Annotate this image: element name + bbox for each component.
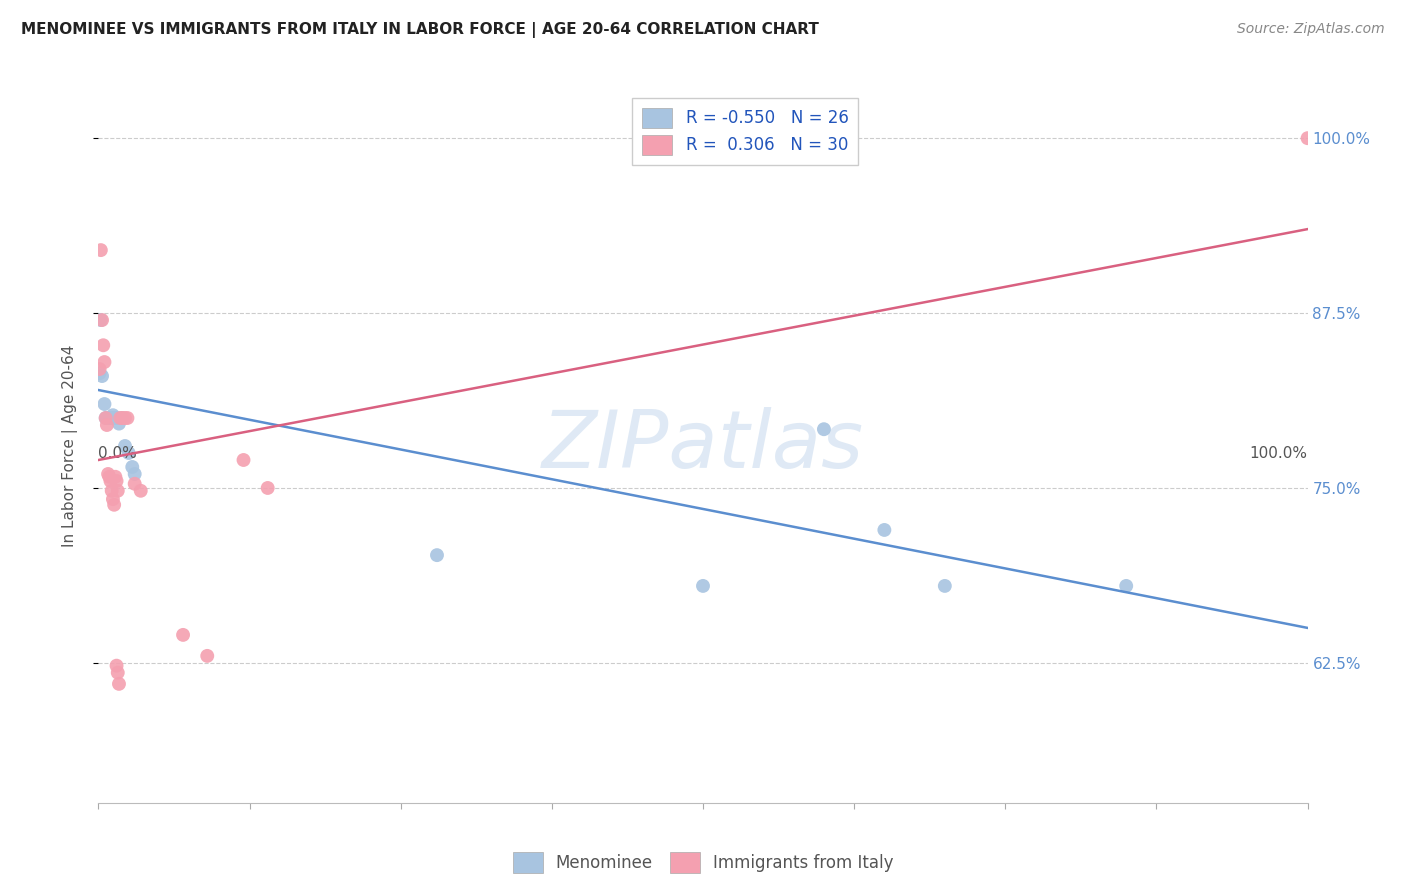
Point xyxy=(100,411,122,425)
Point xyxy=(129,483,152,498)
Point xyxy=(105,658,128,673)
Point xyxy=(873,523,896,537)
Point xyxy=(97,467,120,481)
Point xyxy=(104,470,127,484)
Point xyxy=(100,483,122,498)
Point xyxy=(934,579,956,593)
Point xyxy=(93,355,115,369)
Point xyxy=(108,411,131,425)
Point xyxy=(103,411,125,425)
Point xyxy=(105,411,128,425)
Text: 100.0%: 100.0% xyxy=(1250,446,1308,461)
Point xyxy=(117,411,139,425)
Point xyxy=(91,313,114,327)
Point xyxy=(114,411,136,425)
Point xyxy=(105,474,128,488)
Point xyxy=(96,417,118,432)
Y-axis label: In Labor Force | Age 20-64: In Labor Force | Age 20-64 xyxy=(62,345,77,547)
Point xyxy=(426,548,449,562)
Point xyxy=(232,453,254,467)
Point xyxy=(108,677,131,691)
Point xyxy=(1115,579,1137,593)
Point xyxy=(103,498,125,512)
Point xyxy=(100,411,122,425)
Point xyxy=(101,408,124,422)
Point xyxy=(1296,131,1319,145)
Point xyxy=(121,460,143,475)
Point xyxy=(96,411,118,425)
Point xyxy=(91,338,114,352)
Point xyxy=(195,648,218,663)
Point xyxy=(101,492,124,507)
Point xyxy=(90,313,112,327)
Point xyxy=(114,439,136,453)
Point xyxy=(91,369,114,384)
Point xyxy=(172,628,194,642)
Point xyxy=(93,397,115,411)
Text: Source: ZipAtlas.com: Source: ZipAtlas.com xyxy=(1237,22,1385,37)
Point xyxy=(94,411,117,425)
Point xyxy=(124,476,146,491)
Text: MENOMINEE VS IMMIGRANTS FROM ITALY IN LABOR FORCE | AGE 20-64 CORRELATION CHART: MENOMINEE VS IMMIGRANTS FROM ITALY IN LA… xyxy=(21,22,818,38)
Point xyxy=(813,422,835,436)
Point xyxy=(98,411,121,425)
Point xyxy=(98,470,121,484)
Point xyxy=(111,411,134,425)
Point xyxy=(94,411,117,425)
Point xyxy=(110,411,132,425)
Text: 0.0%: 0.0% xyxy=(98,446,138,461)
Point xyxy=(90,243,112,257)
Legend: R = -0.550   N = 26, R =  0.306   N = 30: R = -0.550 N = 26, R = 0.306 N = 30 xyxy=(633,97,859,165)
Point xyxy=(107,483,129,498)
Point xyxy=(256,481,278,495)
Point xyxy=(89,362,111,376)
Point xyxy=(124,467,146,481)
Point xyxy=(97,411,120,425)
Point xyxy=(89,366,111,380)
Point xyxy=(107,665,129,680)
Point xyxy=(692,579,714,593)
Point xyxy=(108,417,131,431)
Text: ZIPatlas: ZIPatlas xyxy=(541,407,865,485)
Legend: Menominee, Immigrants from Italy: Menominee, Immigrants from Italy xyxy=(506,846,900,880)
Point xyxy=(104,411,127,425)
Point xyxy=(100,474,122,488)
Point xyxy=(118,446,141,460)
